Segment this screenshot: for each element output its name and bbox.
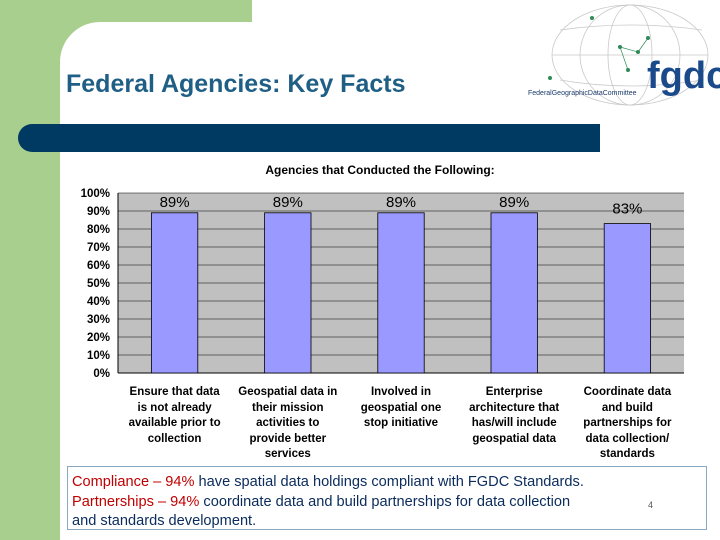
page-number: 4 (648, 500, 654, 510)
category-label: Involved in geospatial one stop initiative (344, 385, 457, 432)
compliance-highlight: Compliance – 94% (72, 474, 195, 490)
category-label-line: their mission (251, 401, 324, 414)
y-tick-label: 70% (87, 242, 110, 254)
y-tick-label: 80% (87, 224, 110, 236)
category-label-line: and build (601, 401, 653, 414)
category-label-line: Coordinate data (583, 386, 672, 398)
category-label-line: partnerships for (583, 417, 672, 429)
bar (490, 212, 538, 374)
data-label: 83% (612, 201, 642, 218)
bar (603, 223, 652, 374)
category-label: Ensure that data is not already available … (118, 385, 231, 447)
fgdc-logo: fgdc FederalGeographicDataCommittee (528, 4, 720, 106)
partnerships-highlight: Partnerships – 94% (72, 493, 200, 510)
chart-title: Agencies that Conducted the Following: (265, 163, 495, 177)
category-label-line: services (264, 448, 311, 460)
category-label: Enterprise architecture that has/will incl… (458, 385, 571, 447)
y-tick-label: 90% (87, 206, 110, 218)
y-tick-label: 100% (81, 188, 110, 200)
category-label-line: stop initiative (363, 417, 439, 429)
y-tick-label: 60% (87, 260, 110, 272)
category-label-line: available prior to (128, 417, 221, 429)
compliance-text: have spatial data holdings compliant wit… (194, 474, 584, 490)
category-label-line: Ensure that data (129, 386, 220, 398)
slide-title: Federal Agencies: Key Facts (66, 70, 406, 98)
globe-grid-icon (551, 4, 709, 106)
category-label-line: Geospatial data in (238, 386, 338, 398)
bar (150, 212, 199, 374)
y-tick-label: 40% (87, 296, 110, 308)
data-label: 89% (499, 194, 529, 211)
data-label: 89% (273, 194, 303, 211)
logo-subtitle: FederalGeographicDataCommittee (528, 90, 637, 97)
partnerships-text: coordinate data and build partnerships f… (199, 493, 571, 510)
footer-line3: and standards development. (72, 513, 257, 529)
header-divider-bar (18, 124, 600, 152)
y-tick-label: 30% (87, 314, 110, 326)
bar (377, 212, 425, 374)
data-label: 89% (160, 194, 190, 211)
category-labels: Ensure that data is not already available … (118, 385, 684, 465)
y-tick-label: 0% (93, 368, 110, 380)
category-label-line: Involved in (370, 386, 432, 398)
y-tick-label: 20% (87, 332, 110, 344)
category-label-line: provide better (249, 432, 327, 445)
category-label-line: collection (147, 432, 202, 445)
footer-text-box: Compliance – 94% have spatial data holdi… (67, 466, 707, 530)
logo-text: fgdc (647, 55, 720, 97)
y-tick-label: 50% (87, 278, 110, 290)
category-label-line: data collection/ (585, 432, 670, 445)
category-label: Coordinate data and build partnerships for… (571, 385, 684, 463)
data-label: 89% (386, 194, 416, 211)
category-label-line: Enterprise (485, 386, 543, 398)
category-label-line: has/will include (471, 417, 557, 429)
y-tick-label: 10% (87, 350, 110, 362)
category-label-line: activities to (256, 417, 320, 429)
bar (264, 212, 312, 374)
category-label-line: geospatial one (360, 401, 442, 414)
category-label-line: architecture that (469, 401, 560, 414)
category-label-line: standards (599, 448, 655, 460)
category-label-line: is not already (137, 401, 212, 414)
category-label-line: geospatial data (472, 432, 557, 445)
category-label: Geospatial data in their mission activitie… (231, 385, 344, 463)
